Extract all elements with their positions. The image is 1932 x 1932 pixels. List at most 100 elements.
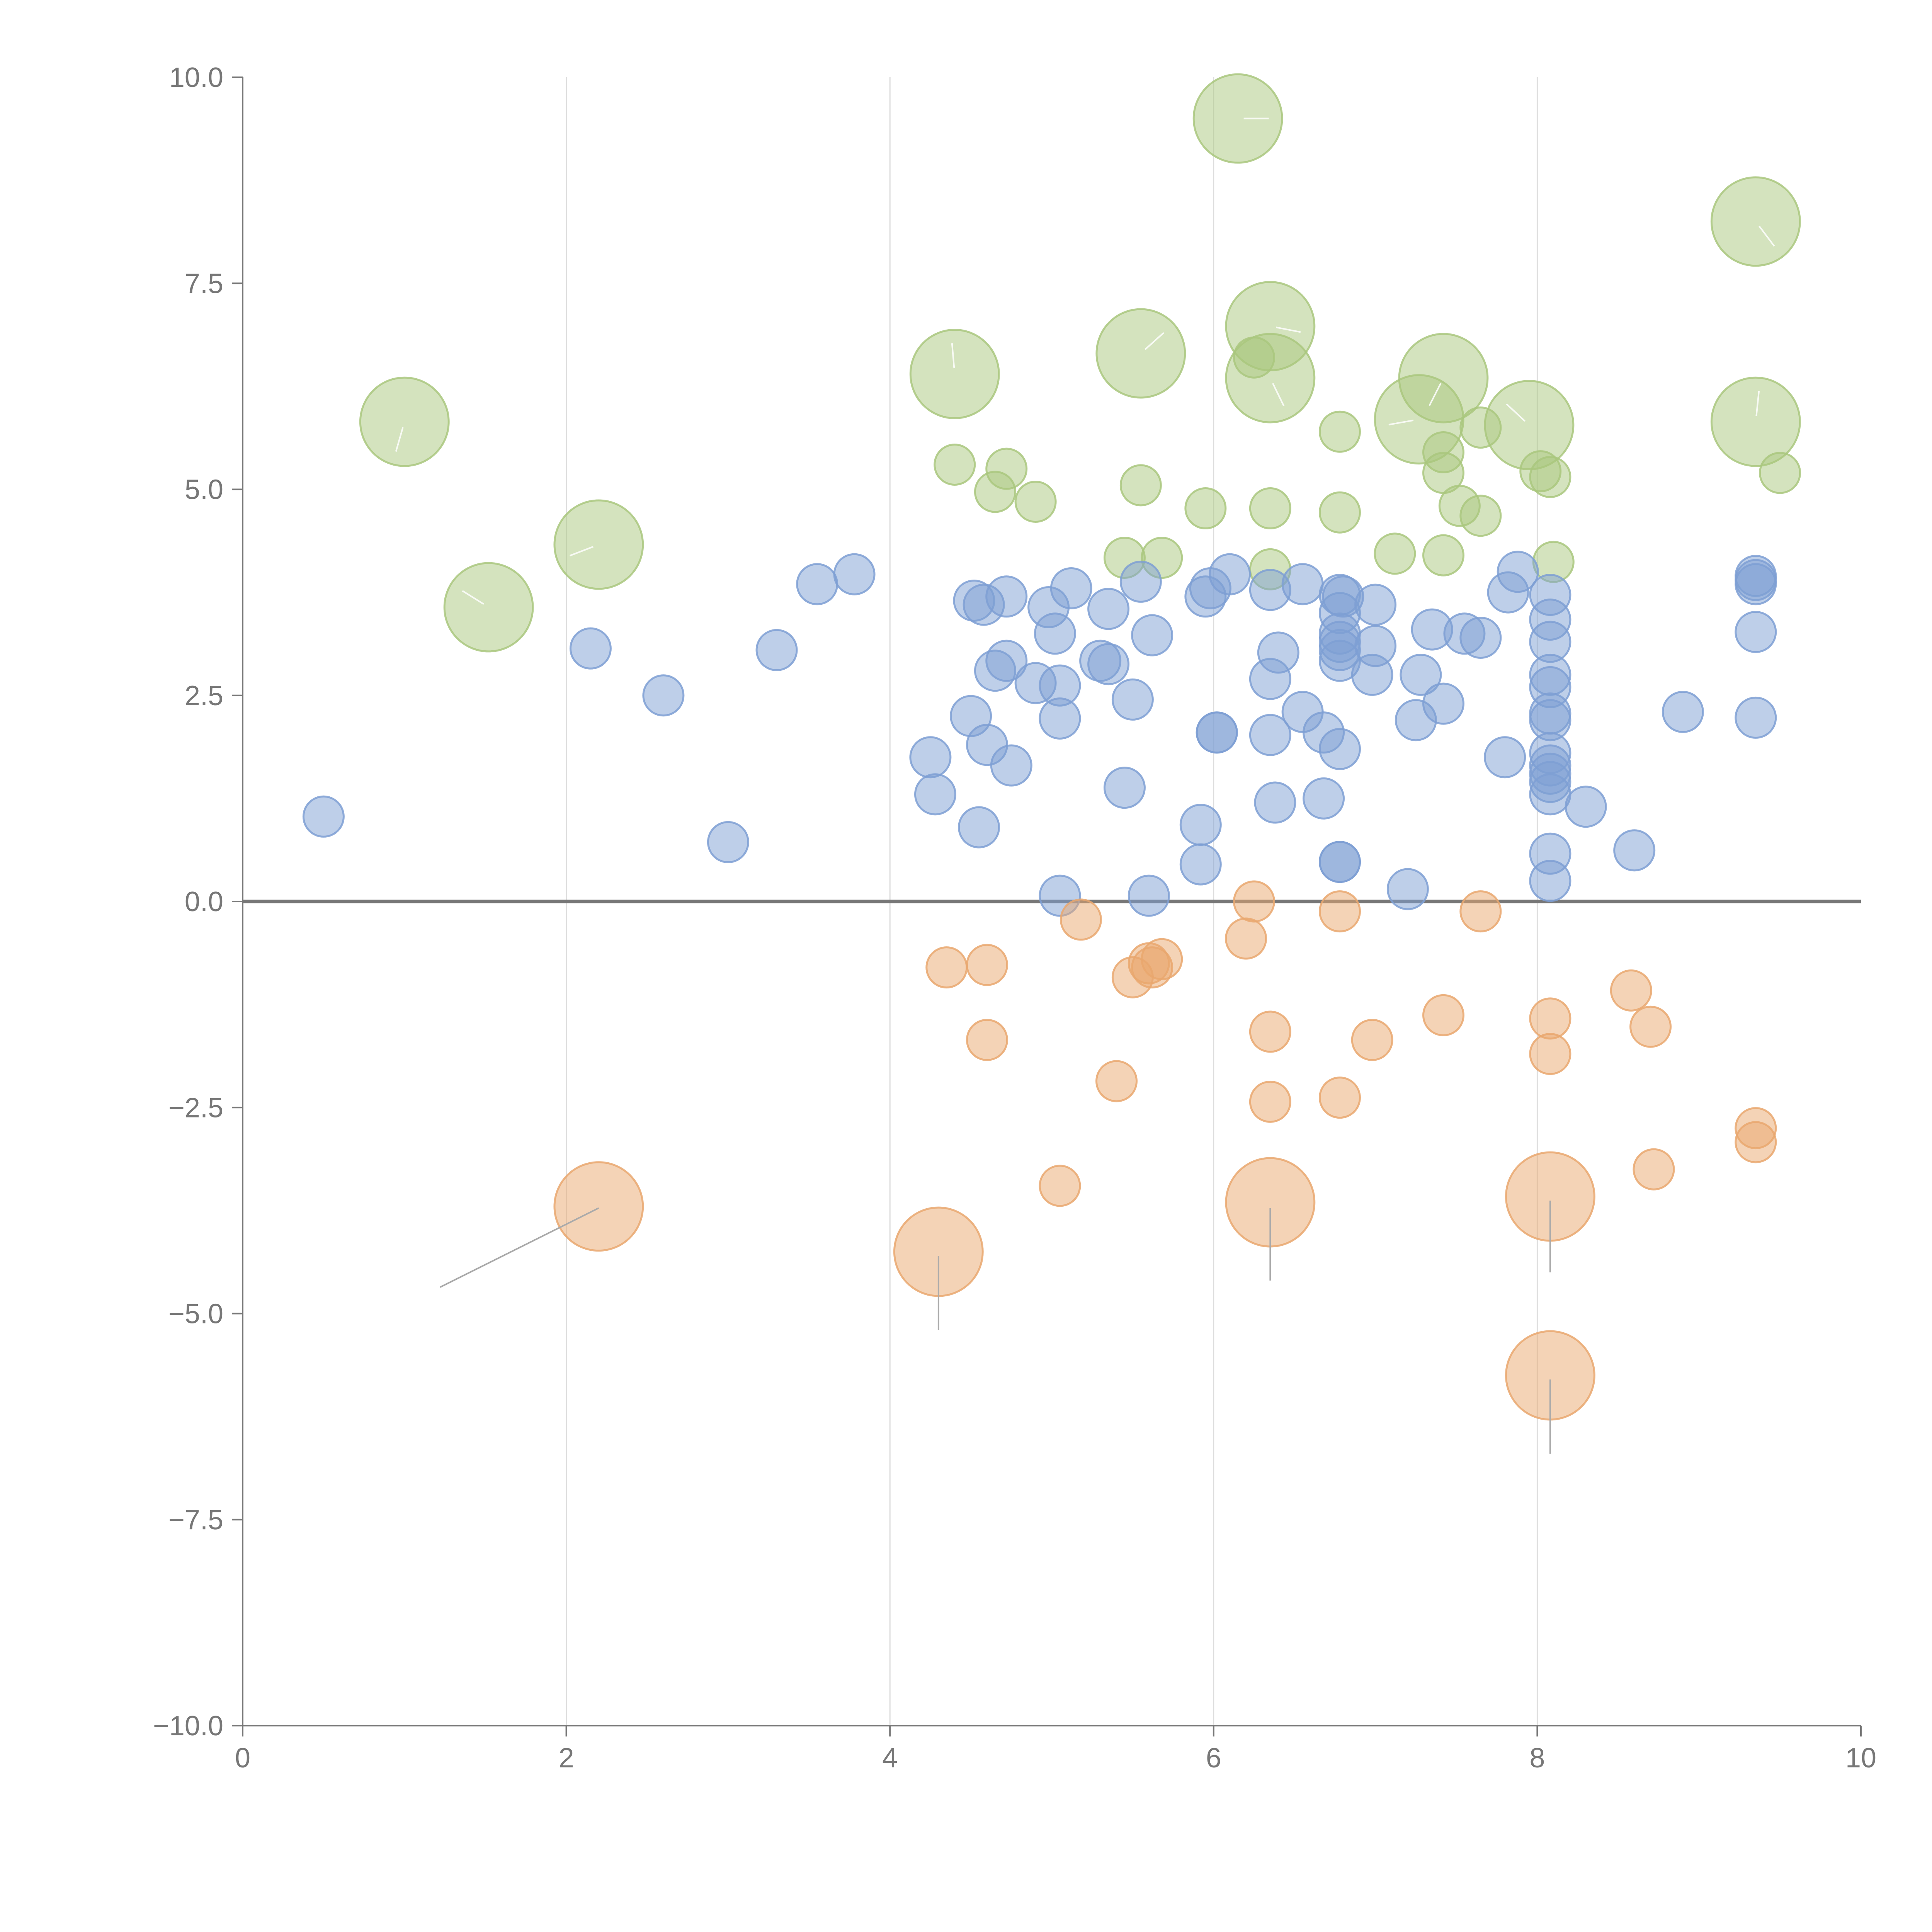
x-tick-label: 4 [882, 1743, 898, 1774]
y-tick-label: −2.5 [168, 1092, 223, 1123]
data-point-blue [1735, 611, 1777, 653]
data-point-blue [985, 575, 1028, 618]
x-tick-label: 2 [559, 1743, 574, 1774]
data-point-blue [1119, 560, 1162, 603]
data-point-blue [1318, 841, 1361, 883]
data-point-orange [1633, 1148, 1675, 1190]
data-point-orange [1529, 997, 1571, 1040]
bubble-highlight [1272, 383, 1285, 406]
data-point-orange [1249, 1080, 1291, 1123]
data-point-orange [553, 1161, 644, 1252]
data-point-orange [1225, 917, 1267, 960]
data-point-blue [1111, 678, 1154, 721]
data-point-orange [925, 946, 968, 989]
bubble-highlight [1429, 383, 1442, 406]
data-point-green [1233, 336, 1275, 379]
bubble-highlight [569, 546, 594, 556]
bubble-highlight [1276, 327, 1301, 333]
y-tick-label: −5.0 [168, 1299, 223, 1330]
data-point-orange [1459, 890, 1502, 933]
y-tick-label: 0.0 [185, 886, 223, 917]
y-tick-label: 7.5 [185, 268, 223, 299]
data-point-green [1318, 410, 1361, 453]
data-point-green [1459, 495, 1502, 537]
data-point-blue [1179, 843, 1222, 886]
data-point-green [443, 562, 534, 653]
data-point-blue [1497, 551, 1539, 593]
data-point-blue [1354, 583, 1397, 626]
data-point-orange [1629, 1005, 1672, 1048]
data-point-blue [985, 639, 1028, 682]
data-point-orange [1610, 969, 1652, 1012]
data-point-blue [990, 744, 1032, 787]
data-point-orange [1039, 1165, 1081, 1207]
data-point-blue [755, 629, 798, 671]
bubble-highlight [951, 343, 955, 369]
bubble-highlight [1506, 403, 1526, 422]
data-point-green [1529, 456, 1571, 498]
data-point-blue [1529, 860, 1571, 902]
leader-line [440, 1207, 599, 1288]
data-point-blue [1179, 804, 1222, 846]
data-point-blue [1422, 682, 1464, 725]
data-point-blue [1087, 643, 1130, 685]
data-point-orange [1735, 1121, 1777, 1163]
data-point-orange [1095, 1060, 1138, 1102]
data-point-blue [1257, 631, 1299, 674]
bubble-highlight [1388, 419, 1414, 426]
data-point-blue [1318, 728, 1361, 770]
data-point-blue [1386, 868, 1429, 910]
data-point-orange [1249, 1010, 1291, 1053]
data-point-green [1119, 464, 1162, 507]
data-point-blue [833, 553, 876, 595]
data-point-blue [302, 795, 345, 838]
data-point-green [934, 444, 976, 486]
data-point-blue [1281, 563, 1324, 605]
bubble-highlight [462, 590, 484, 605]
data-point-blue [958, 806, 1000, 849]
data-point-blue [1662, 690, 1704, 733]
points-layer [302, 73, 1801, 1421]
data-point-green [1710, 376, 1801, 467]
x-tick-label: 10 [1845, 1743, 1876, 1774]
data-point-green [359, 376, 450, 467]
data-point-blue [1735, 696, 1777, 739]
leader-layer [395, 117, 1775, 1454]
data-point-blue [642, 674, 685, 717]
bubble-highlight [1759, 226, 1775, 247]
data-point-orange [966, 1019, 1008, 1061]
data-point-green [1192, 73, 1283, 164]
data-point-blue [1196, 711, 1238, 754]
data-point-green [1459, 406, 1502, 449]
data-point-blue [1087, 588, 1130, 630]
data-point-orange [1111, 956, 1154, 998]
data-point-blue [1565, 786, 1607, 828]
data-point-blue [1613, 829, 1656, 872]
data-point-blue [1128, 874, 1170, 917]
data-point-blue [1034, 612, 1076, 655]
data-point-blue [707, 821, 749, 863]
data-point-blue [909, 736, 952, 779]
data-point-blue [1249, 714, 1291, 756]
bubble-highlight [395, 427, 404, 452]
data-point-green [1095, 308, 1186, 399]
data-point-orange [1529, 1033, 1571, 1075]
data-point-green [1014, 480, 1057, 523]
data-point-green [1249, 487, 1291, 530]
data-point-blue [1254, 781, 1296, 824]
data-point-blue [796, 563, 838, 605]
data-point-green [1759, 452, 1801, 494]
data-point-orange [1351, 1019, 1393, 1061]
data-point-blue [1484, 736, 1526, 779]
data-point-orange [1060, 898, 1102, 941]
data-point-green [909, 328, 1000, 419]
data-point-blue [1303, 777, 1345, 820]
bubble-highlight [1755, 391, 1760, 416]
y-tick-label: 5.0 [185, 474, 223, 505]
data-point-blue [1735, 563, 1777, 605]
data-point-orange [966, 944, 1008, 986]
data-point-green [1710, 176, 1801, 267]
data-point-green [1318, 491, 1361, 534]
data-point-orange [1318, 890, 1361, 933]
